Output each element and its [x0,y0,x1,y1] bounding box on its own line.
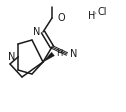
Polygon shape [43,52,54,62]
Text: H: H [56,48,62,57]
Text: N: N [8,52,15,62]
Text: Cl: Cl [97,7,106,17]
Text: N: N [33,27,40,37]
Text: N: N [70,49,77,59]
Text: O: O [57,13,65,23]
Text: H: H [88,11,95,21]
